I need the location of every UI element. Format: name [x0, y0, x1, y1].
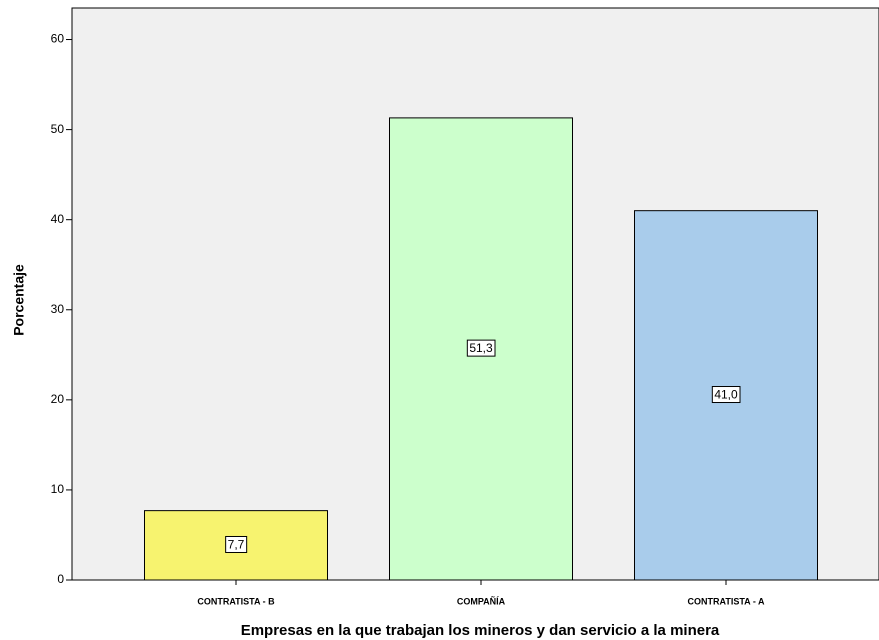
- value-label: 7,7: [228, 537, 245, 551]
- y-tick-label: 50: [51, 122, 65, 136]
- y-tick-label: 10: [51, 482, 65, 496]
- x-axis-label: Empresas en la que trabajan los mineros …: [241, 622, 720, 639]
- y-tick-label: 0: [57, 572, 64, 586]
- x-tick-label: CONTRATISTA - A: [688, 596, 765, 606]
- y-tick-label: 40: [51, 212, 65, 226]
- x-tick-label: CONTRATISTA - B: [197, 596, 275, 606]
- value-label: 51,3: [469, 341, 493, 355]
- y-axis-label: Porcentaje: [11, 264, 27, 336]
- value-label-box: [711, 386, 741, 404]
- value-label-box: [466, 339, 496, 357]
- y-tick-label: 60: [51, 32, 65, 46]
- y-tick-label: 20: [51, 392, 65, 406]
- value-label-box: [225, 535, 248, 553]
- x-tick-label: COMPAÑÍA: [457, 596, 506, 606]
- y-tick-label: 30: [51, 302, 65, 316]
- value-label: 41,0: [714, 388, 738, 402]
